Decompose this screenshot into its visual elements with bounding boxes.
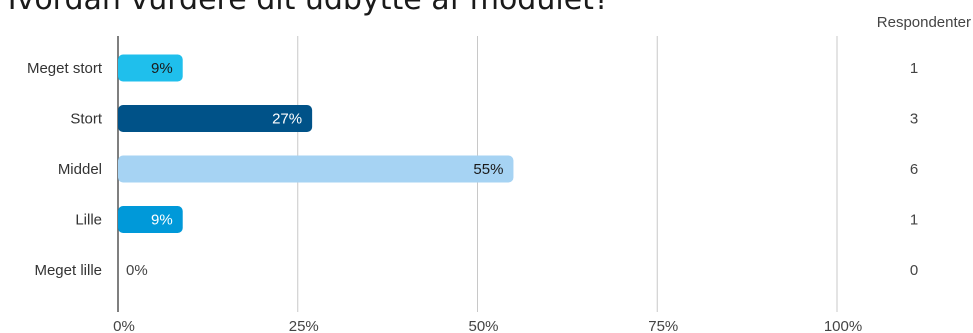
category-label: Lille: [75, 212, 102, 229]
bar-value-label: 0%: [126, 262, 148, 279]
respondents-column-header: Respondenter: [876, 14, 971, 31]
x-tick-label: 0%: [113, 318, 135, 333]
x-tick-label: 50%: [468, 318, 498, 333]
bar: [118, 206, 183, 233]
bar-value-label: 9%: [151, 60, 173, 77]
bar: [118, 54, 183, 82]
respondent-count: 0: [910, 262, 918, 279]
respondent-count: 1: [910, 212, 918, 229]
x-tick-label: 75%: [648, 318, 678, 333]
category-label: Stort: [70, 111, 103, 128]
respondent-count: 6: [910, 161, 918, 178]
bar: [118, 155, 514, 183]
x-tick-label: 100%: [824, 318, 862, 333]
bar-value-label: 55%: [473, 161, 503, 178]
bar: [118, 105, 313, 132]
respondent-count: 1: [910, 60, 918, 77]
category-label: Middel: [58, 161, 102, 178]
chart-title: Hvordan vurdere dit udbytte af modulet?: [0, 0, 610, 17]
category-label: Meget lille: [34, 262, 102, 279]
respondent-count: 3: [910, 111, 918, 128]
category-label: Meget stort: [27, 60, 103, 77]
x-tick-label: 25%: [289, 318, 319, 333]
bar-value-label: 27%: [272, 111, 302, 128]
bar-value-label: 9%: [151, 212, 173, 229]
